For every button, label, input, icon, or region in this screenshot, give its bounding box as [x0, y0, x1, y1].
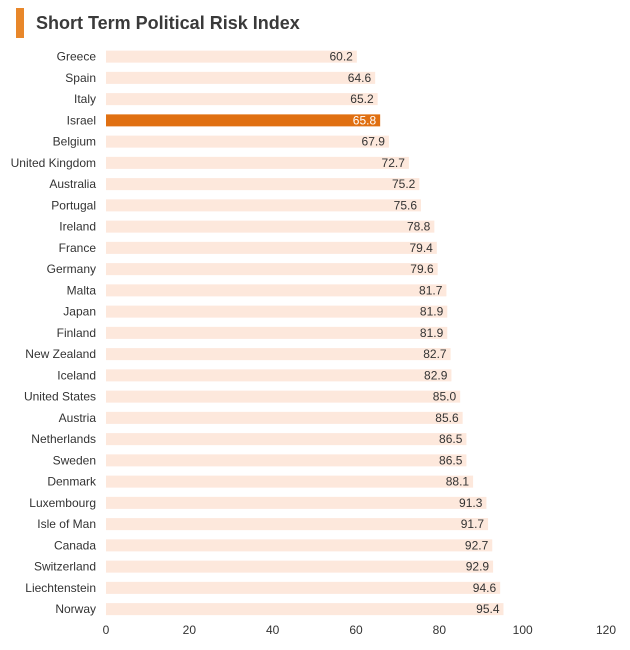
bar-sweden [106, 454, 467, 467]
bar-norway [106, 603, 504, 616]
category-label-canada: Canada [54, 538, 96, 552]
bar-austria [106, 411, 463, 424]
value-label-united-kingdom: 72.7 [382, 156, 406, 170]
category-label-netherlands: Netherlands [31, 432, 96, 446]
category-label-greece: Greece [57, 50, 97, 64]
value-label-greece: 60.2 [329, 50, 353, 64]
value-label-canada: 92.7 [465, 538, 489, 552]
bar-israel [106, 114, 381, 127]
value-label-malta: 81.7 [419, 283, 443, 297]
category-label-denmark: Denmark [47, 475, 97, 489]
bar-canada [106, 539, 493, 552]
bar-japan [106, 305, 448, 318]
bar-isle-of-man [106, 518, 489, 531]
category-label-portugal: Portugal [51, 198, 96, 212]
x-tick-label-100: 100 [513, 623, 533, 637]
x-tick-label-20: 20 [183, 623, 197, 637]
bar-liechtenstein [106, 581, 501, 594]
category-label-germany: Germany [47, 262, 96, 276]
value-label-italy: 65.2 [350, 92, 374, 106]
category-label-sweden: Sweden [53, 453, 96, 467]
category-label-finland: Finland [57, 326, 96, 340]
x-tick-label-60: 60 [349, 623, 363, 637]
bars-group [106, 50, 504, 616]
value-label-israel: 65.8 [353, 113, 377, 127]
value-label-belgium: 67.9 [362, 135, 386, 149]
value-label-spain: 64.6 [348, 71, 372, 85]
bar-denmark [106, 475, 474, 488]
title-accent-bar [16, 8, 24, 38]
value-label-japan: 81.9 [420, 305, 444, 319]
bar-germany [106, 263, 438, 276]
x-tick-label-120: 120 [596, 623, 616, 637]
bar-united-kingdom [106, 156, 409, 169]
value-label-norway: 95.4 [476, 602, 500, 616]
value-label-france: 79.4 [409, 241, 433, 255]
value-label-netherlands: 86.5 [439, 432, 463, 446]
bar-australia [106, 178, 420, 191]
bar-malta [106, 284, 447, 297]
value-label-sweden: 86.5 [439, 453, 463, 467]
bar-luxembourg [106, 496, 487, 509]
value-label-finland: 81.9 [420, 326, 444, 340]
value-label-isle-of-man: 91.7 [461, 517, 485, 531]
category-label-israel: Israel [67, 113, 96, 127]
value-label-united-states: 85.0 [433, 390, 457, 404]
bar-portugal [106, 199, 421, 212]
category-label-italy: Italy [74, 92, 96, 106]
category-label-iceland: Iceland [57, 368, 96, 382]
category-label-united-states: United States [24, 390, 96, 404]
category-label-liechtenstein: Liechtenstein [25, 581, 96, 595]
value-label-iceland: 82.9 [424, 368, 448, 382]
category-label-spain: Spain [65, 71, 96, 85]
category-label-belgium: Belgium [53, 135, 96, 149]
bar-new-zealand [106, 348, 451, 361]
value-label-switzerland: 92.9 [466, 560, 490, 574]
value-label-germany: 79.6 [410, 262, 434, 276]
value-label-portugal: 75.6 [394, 198, 418, 212]
x-tick-label-40: 40 [266, 623, 280, 637]
bar-ireland [106, 220, 435, 233]
value-label-australia: 75.2 [392, 177, 416, 191]
category-label-ireland: Ireland [59, 220, 96, 234]
bar-finland [106, 326, 448, 339]
value-label-luxembourg: 91.3 [459, 496, 483, 510]
category-label-united-kingdom: United Kingdom [11, 156, 96, 170]
bar-spain [106, 71, 376, 84]
category-label-new-zealand: New Zealand [25, 347, 96, 361]
category-label-japan: Japan [63, 305, 96, 319]
category-label-norway: Norway [55, 602, 96, 616]
value-label-denmark: 88.1 [446, 475, 470, 489]
chart-title: Short Term Political Risk Index [36, 12, 300, 33]
bar-france [106, 241, 437, 254]
category-label-france: France [59, 241, 97, 255]
x-axis: 0 20 40 60 80 100 120 [103, 623, 617, 637]
category-label-luxembourg: Luxembourg [29, 496, 96, 510]
x-tick-label-0: 0 [103, 623, 110, 637]
x-tick-label-80: 80 [433, 623, 447, 637]
value-label-ireland: 78.8 [407, 220, 431, 234]
bar-switzerland [106, 560, 494, 573]
value-label-liechtenstein: 94.6 [473, 581, 497, 595]
value-labels: 60.2 64.6 65.2 65.8 67.9 72.7 75.2 75.6 78.8 79.4… [329, 50, 499, 617]
category-label-switzerland: Switzerland [34, 560, 96, 574]
category-label-australia: Australia [49, 177, 96, 191]
category-label-austria: Austria [59, 411, 97, 425]
category-label-isle-of-man: Isle of Man [37, 517, 96, 531]
bar-netherlands [106, 433, 467, 446]
category-label-malta: Malta [67, 283, 97, 297]
value-label-austria: 85.6 [435, 411, 459, 425]
chart-header: Short Term Political Risk Index [16, 8, 300, 38]
bar-iceland [106, 369, 452, 382]
bar-united-states [106, 390, 461, 403]
bar-italy [106, 93, 378, 106]
value-label-new-zealand: 82.7 [423, 347, 447, 361]
category-labels: Greece Spain Italy Israel Belgium United King… [11, 50, 97, 617]
bar-belgium [106, 135, 389, 148]
bar-greece [106, 50, 357, 63]
